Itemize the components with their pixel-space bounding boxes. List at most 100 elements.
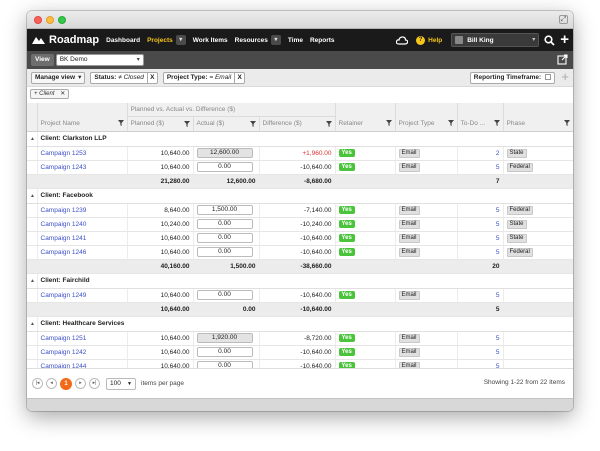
phase-tag: Federal [506,162,533,172]
todo-count-link[interactable]: 5 [457,231,504,246]
project-name-link[interactable]: Campaign 1249 [37,288,128,303]
export-icon[interactable] [557,54,568,65]
table-row[interactable]: Campaign 1239 8,640.00 1,500.00 -7,140.00 Ye… [27,203,573,218]
column-header[interactable]: Actual ($) [193,116,260,132]
group-chip-label: + Client [34,91,55,97]
current-page-button[interactable]: 1 [60,377,72,390]
actual-input[interactable]: 0.00 [196,347,253,357]
collapse-toggle-icon[interactable]: ▲ [27,131,38,147]
project-name-link[interactable]: Campaign 1242 [37,345,128,360]
column-header[interactable]: Difference ($) [259,116,336,132]
group-row[interactable]: ▲ Client: Clarkston LLP [27,131,573,147]
table-row[interactable]: Campaign 1243 10,640.00 0.00 -10,640.00 Yes E… [27,160,573,175]
first-page-button[interactable]: |◂ [32,378,43,389]
table-row[interactable]: Campaign 1241 10,640.00 0.00 -10,640.00 Yes E… [27,231,573,246]
next-page-button[interactable]: ▸ [75,378,86,389]
timeframe-checkbox[interactable] [545,74,551,81]
group-row[interactable]: ▲ Client: Facebook [27,188,573,204]
actual-input[interactable]: 0.00 [196,219,253,229]
project-name-link[interactable]: Campaign 1244 [37,359,128,368]
project-name-link[interactable]: Campaign 1251 [37,331,128,346]
nav-work-items[interactable]: Work Items [192,36,228,44]
remove-filter-icon[interactable]: X [146,72,157,83]
nav-reports[interactable]: Reports [309,36,335,44]
retainer-badge: Yes [338,220,355,228]
help-button[interactable]: ? Help [416,35,442,45]
table-row[interactable]: Campaign 1249 10,640.00 0.00 -10,640.00 Yes E… [27,288,573,303]
actual-input[interactable]: 0.00 [196,290,253,300]
actual-input[interactable]: 0.00 [196,247,253,257]
table-row[interactable]: Campaign 1251 10,640.00 1,920.00 -8,720.00 Y… [27,331,573,346]
column-header[interactable]: To-Do ... [457,116,504,132]
table-row[interactable]: Campaign 1244 10,640.00 0.00 -10,640.00 Yes E… [27,359,573,368]
table-row[interactable]: Campaign 1253 10,640.00 12,600.00 +1,960.00… [27,146,573,161]
project-name-link[interactable]: Campaign 1243 [37,160,128,175]
difference-cell: -10,640.00 [259,245,336,260]
actual-input[interactable]: 0.00 [196,361,253,368]
todo-count-link[interactable]: 5 [457,217,504,232]
reporting-timeframe-filter[interactable]: Reporting Timeframe: [469,72,555,84]
project-name-link[interactable]: Campaign 1246 [37,245,128,260]
prev-page-button[interactable]: ◂ [46,378,57,389]
manage-view-button[interactable]: Manage view ▾ [31,71,86,84]
project-name-link[interactable]: Campaign 1239 [37,203,128,218]
view-select[interactable]: BK Demo ▾ [55,54,144,66]
filter-chip-project-type[interactable]: Project Type: = Email X [162,71,246,84]
add-filter-icon[interactable]: + [561,69,569,84]
todo-count-link[interactable]: 2 [457,146,504,161]
column-header[interactable]: Planned ($) [127,116,194,132]
todo-count-link[interactable]: 5 [457,359,504,368]
close-window-button[interactable] [34,16,42,24]
nav-time[interactable]: Time [287,36,303,44]
planned-cell: 10,640.00 [127,359,194,368]
project-name-link[interactable]: Campaign 1241 [37,231,128,246]
actual-input[interactable]: 12,600.00 [196,148,253,158]
column-header[interactable]: Phase [503,116,573,132]
logo[interactable]: Roadmap [31,34,99,46]
last-page-button[interactable]: ▸| [89,378,100,389]
table-row[interactable]: Campaign 1246 10,640.00 0.00 -10,640.00 Yes E… [27,245,573,260]
cloud-icon[interactable] [396,35,409,45]
group-chip-client[interactable]: + Client ✕ [30,89,70,99]
search-icon[interactable] [544,34,555,46]
actual-input[interactable]: 1,920.00 [196,333,253,343]
column-header[interactable]: Retainer [335,116,396,132]
todo-count-link[interactable]: 5 [457,331,504,346]
fullscreen-icon[interactable]: ⤢ [559,15,568,24]
remove-filter-icon[interactable]: X [234,72,244,83]
filter-chip-status[interactable]: Status: ≠ Closed X [90,71,158,84]
table-row[interactable]: Campaign 1240 10,240.00 0.00 -10,240.00 Yes E… [27,217,573,232]
todo-count-link[interactable]: 5 [457,203,504,218]
nav-resources[interactable]: Resources ▾ [235,35,281,45]
chevron-down-icon[interactable]: ▾ [175,35,186,45]
chevron-down-icon[interactable]: ▾ [270,35,281,45]
collapse-toggle-icon[interactable]: ▲ [27,188,38,204]
table-row[interactable]: Campaign 1242 10,640.00 0.00 -10,640.00 Yes E… [27,345,573,360]
add-icon[interactable]: + [560,31,569,48]
collapse-toggle-icon[interactable]: ▲ [27,273,38,289]
row-spacer [335,259,396,274]
todo-count-link[interactable]: 5 [457,288,504,303]
collapse-toggle-icon[interactable]: ▲ [27,316,38,332]
column-header[interactable]: Project Name [37,116,128,132]
actual-input[interactable]: 0.00 [196,233,253,243]
page-size-select[interactable]: 100 ▼ [106,377,136,390]
user-menu-select[interactable]: Bill King ▾ [451,33,540,47]
reporting-timeframe-label: Reporting Timeframe: [473,74,542,81]
zoom-window-button[interactable] [58,16,66,24]
remove-group-icon[interactable]: ✕ [60,91,66,97]
actual-input[interactable]: 1,500.00 [196,205,253,215]
nav-projects[interactable]: Projects ▾ [147,35,186,45]
project-type-tag: Email [398,333,420,343]
group-row[interactable]: ▲ Client: Healthcare Services [27,316,573,332]
todo-count-link[interactable]: 5 [457,160,504,175]
minimize-window-button[interactable] [46,16,54,24]
project-name-link[interactable]: Campaign 1253 [37,146,128,161]
todo-count-link[interactable]: 5 [457,245,504,260]
project-name-link[interactable]: Campaign 1240 [37,217,128,232]
column-header[interactable]: Project Type [395,116,458,132]
nav-dashboard[interactable]: Dashboard [106,36,141,44]
actual-input[interactable]: 0.00 [196,162,253,172]
todo-count-link[interactable]: 5 [457,345,504,360]
group-row[interactable]: ▲ Client: Fairchild [27,273,573,289]
